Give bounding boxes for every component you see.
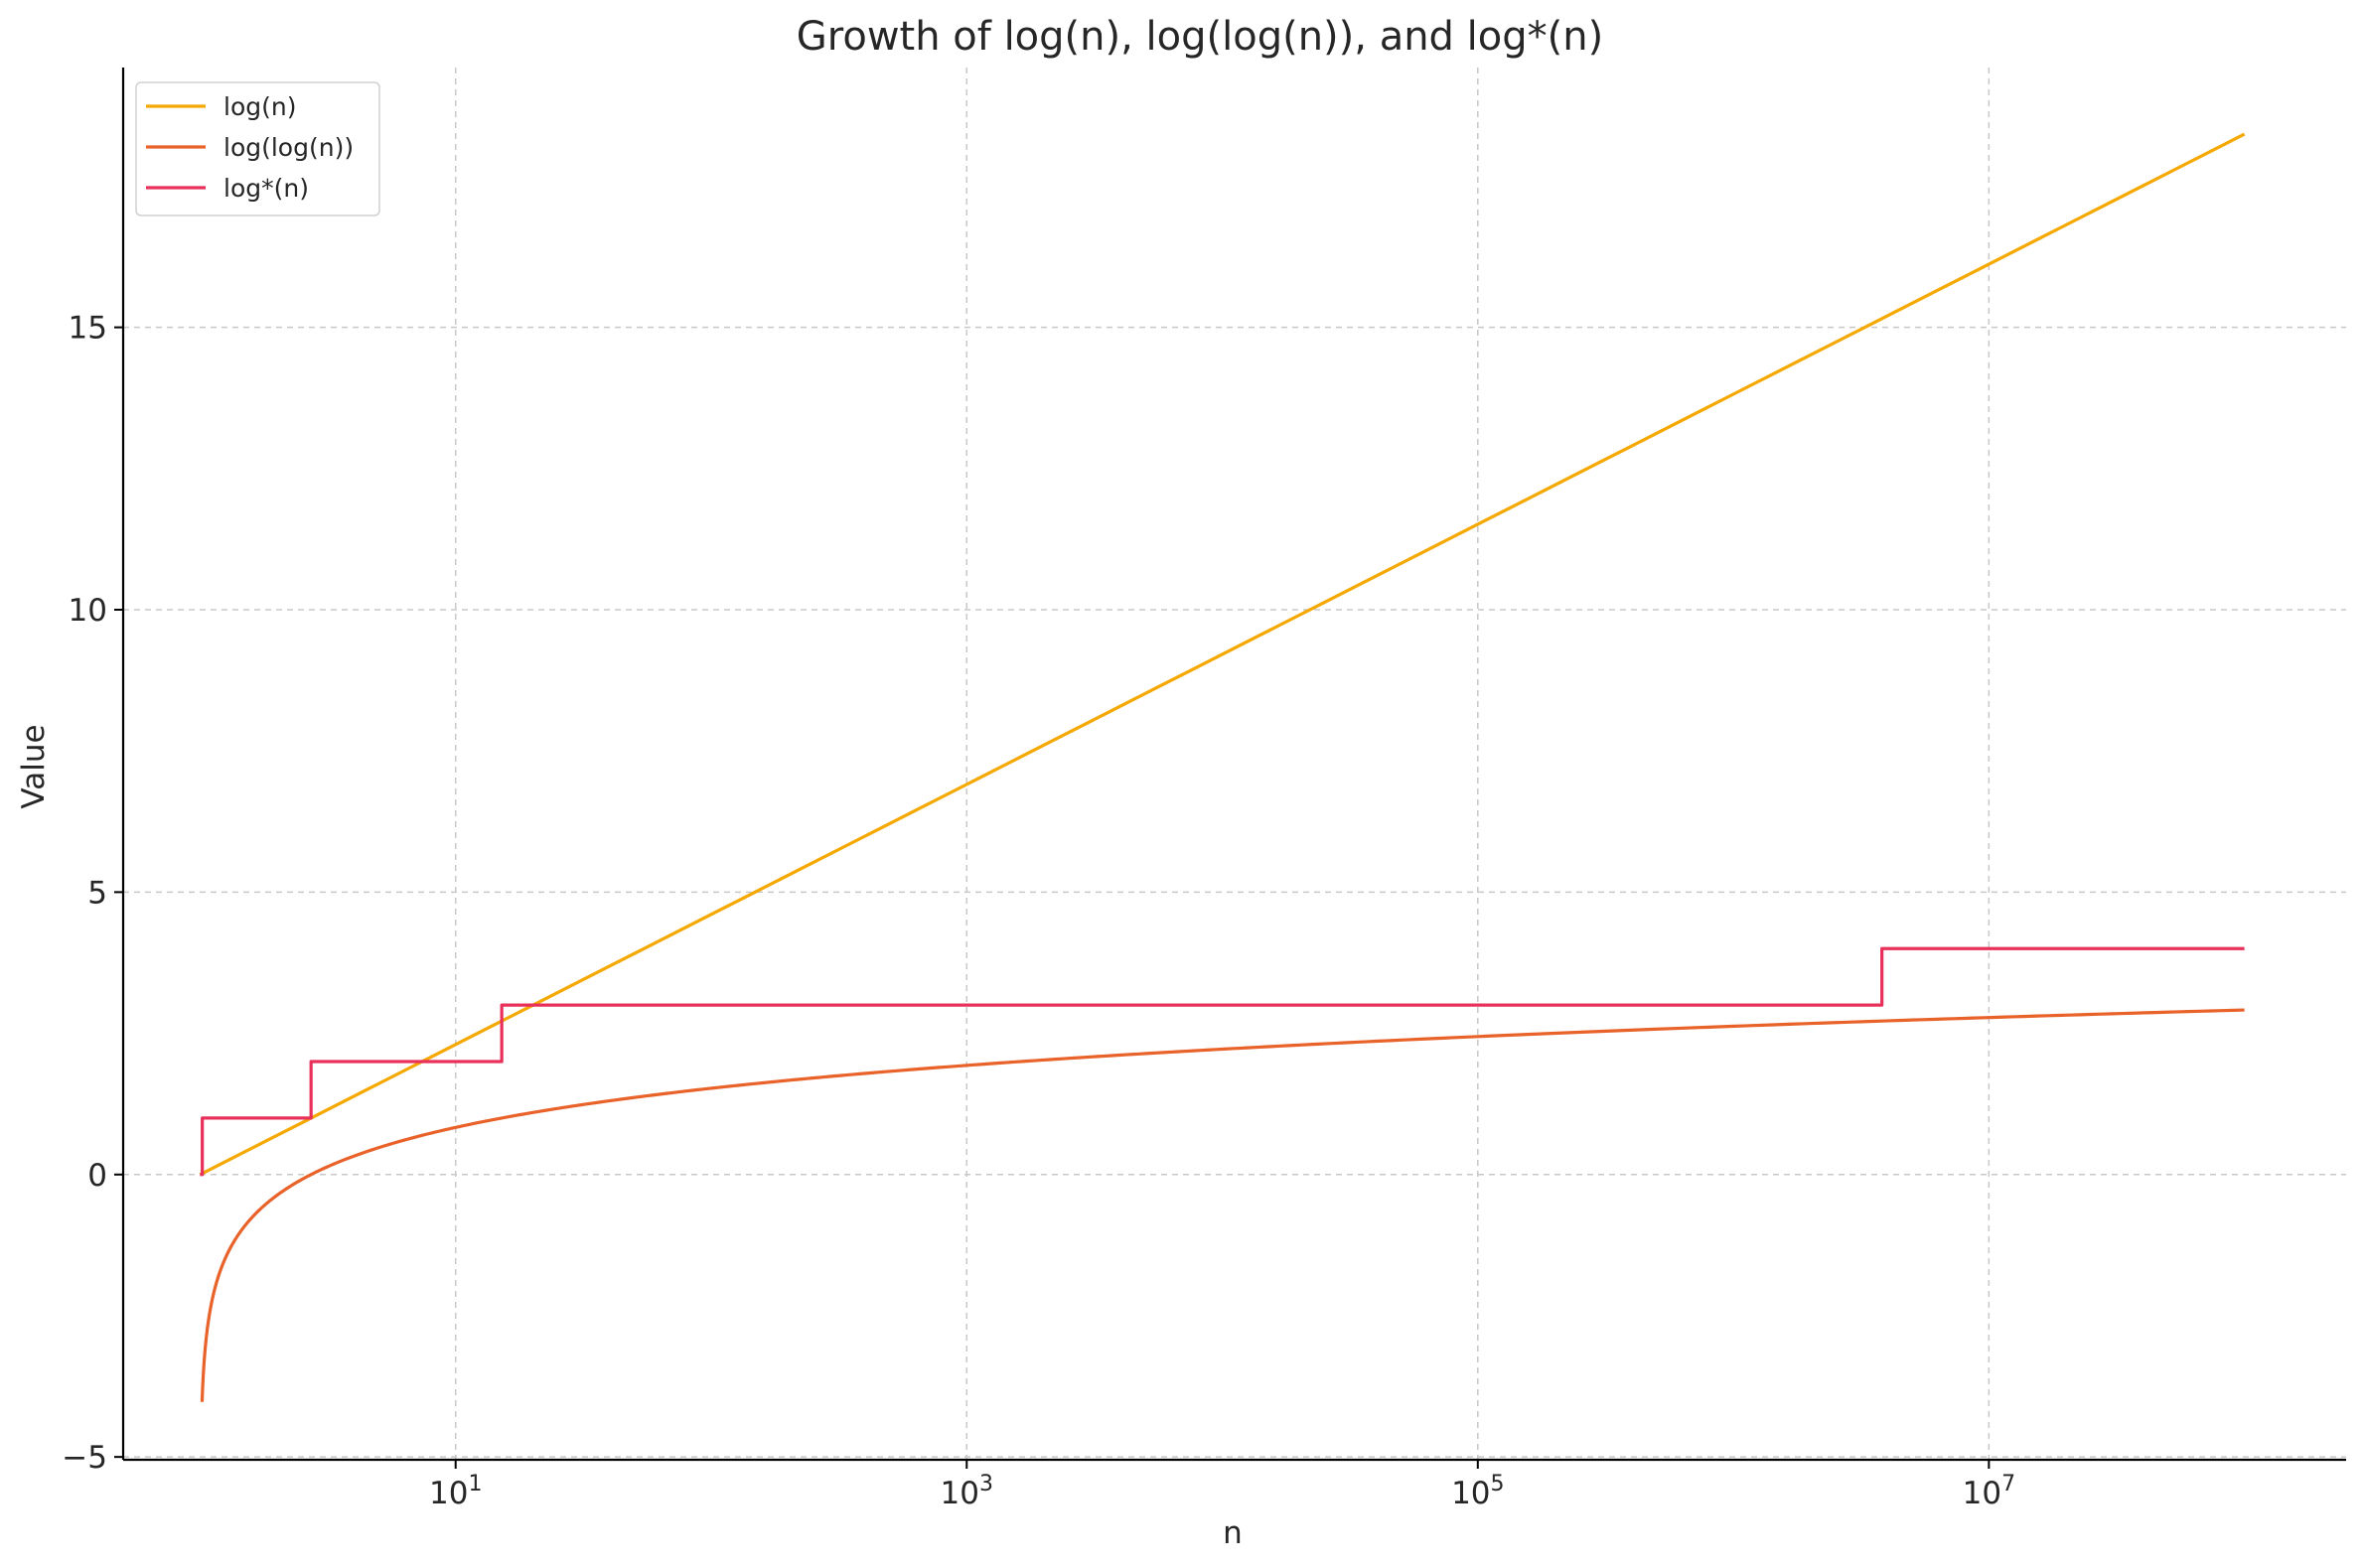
y-tick-label: 10 <box>69 593 107 629</box>
y-tick-label: 0 <box>87 1158 107 1194</box>
chart-title: Growth of log(n), log(log(n)), and log*(… <box>797 14 1603 60</box>
legend: log(n) log(log(n)) log*(n) <box>135 81 380 216</box>
y-tick-label: 15 <box>69 311 107 347</box>
legend-label-2: log*(n) <box>223 174 309 203</box>
series-lines <box>199 132 2246 1404</box>
x-tick-label: 105 <box>1451 1472 1504 1511</box>
y-axis-label: Value <box>16 724 52 808</box>
grid <box>123 68 2346 1460</box>
legend-frame <box>135 81 380 216</box>
legend-label-1: log(log(n)) <box>223 133 354 162</box>
x-tick-label: 107 <box>1963 1472 2015 1511</box>
x-axis-label: n <box>1223 1515 1243 1551</box>
series-line-2 <box>200 946 2245 1177</box>
x-tick-label: 101 <box>429 1472 482 1511</box>
series-line-0 <box>199 132 2246 1177</box>
legend-label-0: log(n) <box>223 92 296 121</box>
y-tick-label: −5 <box>62 1440 107 1476</box>
x-tick-label: 103 <box>941 1472 993 1511</box>
series-line-1 <box>200 1008 2245 1404</box>
axis-ticks: 101 103 105 107 −5 0 5 10 15 <box>62 311 2015 1511</box>
y-tick-label: 5 <box>87 875 107 911</box>
